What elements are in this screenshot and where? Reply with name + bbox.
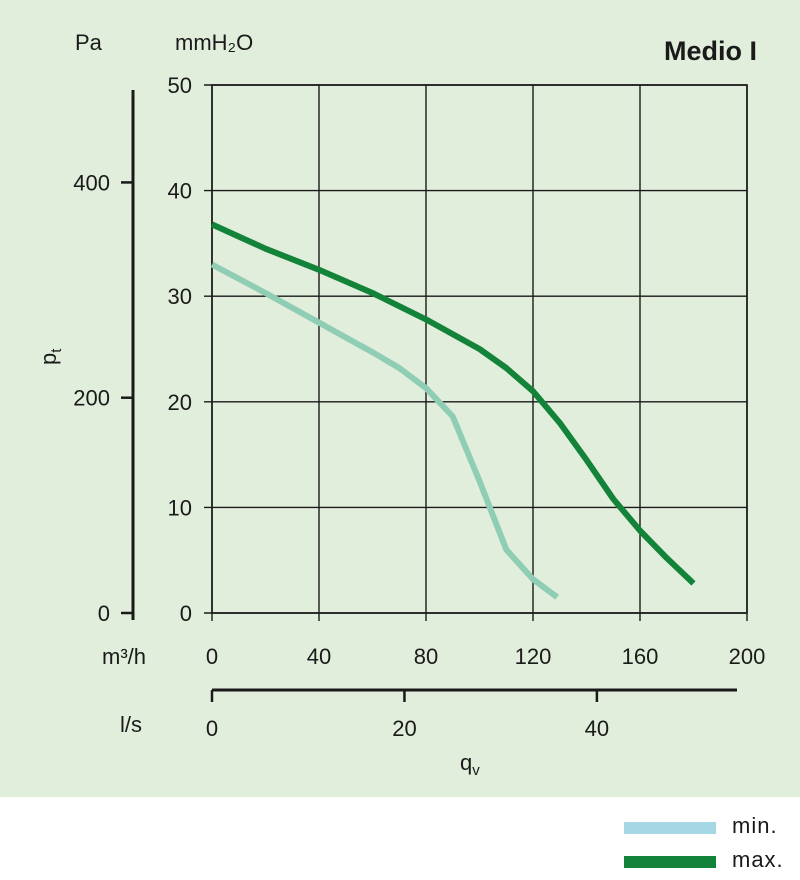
legend-swatch-min <box>624 822 716 834</box>
legend-item-max: max. <box>624 846 800 880</box>
x-tick-label-m3h: 160 <box>622 644 659 669</box>
series-line-max <box>212 224 694 583</box>
axes: 0 40 80 120 160 200 0 10 20 30 40 50 0 200 400 0 20 40 <box>73 73 765 741</box>
y-tick-label-mmh2o: 20 <box>168 390 192 415</box>
y-tick-label-mmh2o: 50 <box>168 73 192 98</box>
fan-performance-chart: 0 40 80 120 160 200 0 10 20 30 40 50 0 200 400 0 20 40 Me… <box>0 0 800 797</box>
x-tick-label-m3h: 120 <box>515 644 552 669</box>
x-unit-m3h: m³/h <box>102 644 146 669</box>
y-tick-label-mmh2o: 30 <box>168 284 192 309</box>
grid <box>204 85 747 621</box>
x-unit-ls: l/s <box>120 712 142 737</box>
y-tick-label-mmh2o: 10 <box>168 495 192 520</box>
x-tick-label-m3h: 200 <box>729 644 766 669</box>
series-line-min <box>212 265 557 598</box>
y-unit-mmh2o: mmH₂O <box>175 30 253 55</box>
y-tick-label-mmh2o: 40 <box>168 179 192 204</box>
y-tick-label-pa: 400 <box>73 170 110 195</box>
x-tick-label-ls: 20 <box>392 716 416 741</box>
legend-swatch-max <box>624 856 716 868</box>
x-tick-label-ls: 40 <box>585 716 609 741</box>
y-tick-label-pa: 0 <box>98 601 110 626</box>
chart-title: Medio I <box>664 36 757 66</box>
legend-label-min: min. <box>732 813 778 839</box>
y-tick-label-mmh2o: 0 <box>180 601 192 626</box>
x-tick-label-ls: 0 <box>206 716 218 741</box>
x-tick-label-m3h: 0 <box>206 644 218 669</box>
legend: min. max. <box>624 812 800 880</box>
series-group <box>212 224 694 597</box>
legend-item-min: min. <box>624 812 800 846</box>
x-tick-label-m3h: 80 <box>414 644 438 669</box>
x-axis-label: qv <box>460 750 480 779</box>
x-tick-label-m3h: 40 <box>307 644 331 669</box>
y-unit-pa: Pa <box>75 30 103 55</box>
legend-label-max: max. <box>732 847 784 873</box>
y-tick-label-pa: 200 <box>73 386 110 411</box>
y-axis-label: pt <box>36 348 65 365</box>
